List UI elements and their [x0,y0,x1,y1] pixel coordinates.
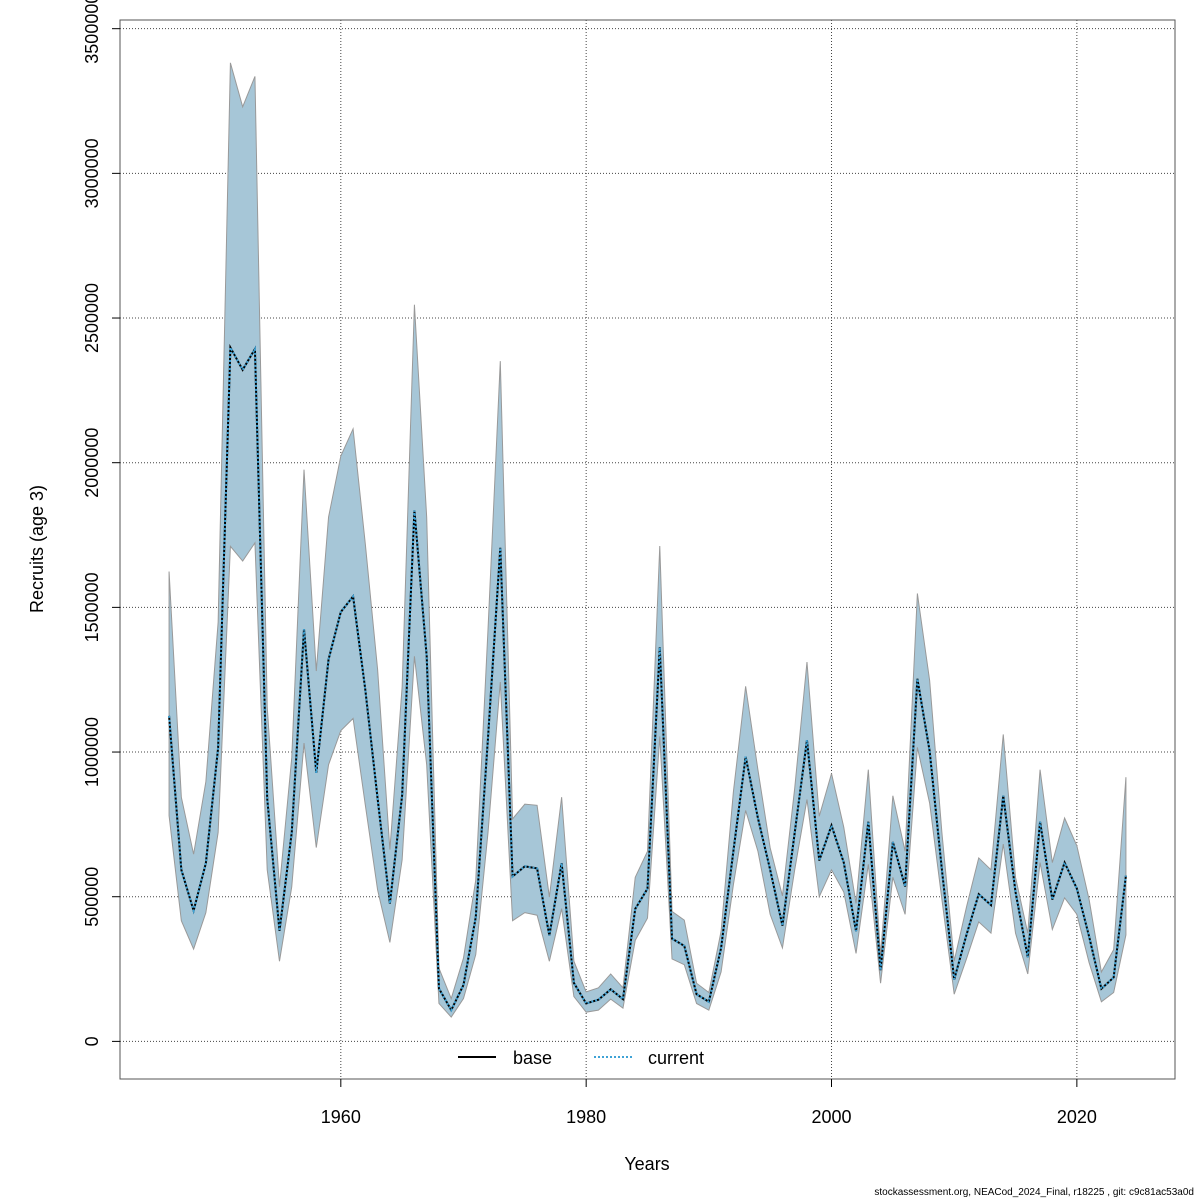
y-tick-label: 1000000 [82,717,102,787]
y-tick-label: 500000 [82,867,102,927]
y-tick-label: 2000000 [82,428,102,498]
legend: base current [458,1048,704,1068]
y-tick-label: 2500000 [82,283,102,353]
legend-label-base: base [513,1048,552,1068]
y-tick-label: 3000000 [82,138,102,208]
y-tick-label: 3500000 [82,0,102,64]
x-axis-label: Years [624,1154,669,1174]
y-tick-label: 1500000 [82,572,102,642]
plot-frame [119,19,1176,1080]
x-tick-label: 1960 [321,1107,361,1127]
series-line-current [168,343,1127,1013]
y-tick-label: 0 [82,1036,102,1046]
legend-label-current: current [648,1048,704,1068]
x-tick-label: 2000 [811,1107,851,1127]
y-axis-label: Recruits (age 3) [27,485,47,613]
footer-credit: stockassessment.org, NEACod_2024_Final, … [874,1187,1194,1198]
x-axis: 1960 1980 2000 2020 [321,1079,1097,1127]
y-axis: 0 500000 1000000 1500000 2000000 2500000 30000… [82,0,120,1046]
x-tick-label: 2020 [1057,1107,1097,1127]
x-tick-label: 1980 [566,1107,606,1127]
